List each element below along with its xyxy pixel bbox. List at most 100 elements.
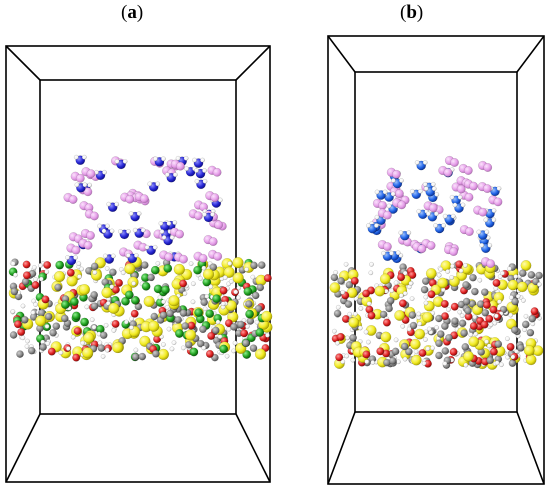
carbon-atom (517, 344, 525, 352)
carbon-atom (469, 273, 477, 282)
hydrogen-atom (161, 299, 166, 305)
sulfur-atom (148, 320, 160, 332)
polymer-slab-a (8, 256, 273, 362)
carbon-atom (333, 309, 342, 318)
hydrogen-atom (386, 203, 392, 209)
sulfur-atom (108, 302, 120, 314)
hydrogen-atom (400, 323, 406, 329)
hydrogen-atom (232, 340, 238, 346)
carbon-atom (254, 304, 263, 313)
hydrogen-atom (368, 270, 374, 276)
hydrogen-atom (425, 346, 431, 352)
hydrogen-atom (423, 300, 429, 306)
pink-molecule-atom (214, 220, 224, 230)
hydrogen-atom (200, 157, 205, 163)
hydrogen-atom (244, 323, 250, 329)
hydrogen-atom (352, 311, 358, 317)
hydrogen-atom (523, 313, 529, 319)
hydrogen-atom (87, 182, 93, 188)
hydrogen-atom (202, 306, 208, 312)
carbon-atom (211, 326, 220, 335)
oxygen-atom (13, 320, 22, 329)
hydrogen-atom (140, 227, 146, 233)
carbon-atom (409, 321, 418, 330)
carbon-atom (61, 314, 69, 323)
hydrogen-atom (414, 160, 420, 165)
hydrogen-atom (160, 342, 166, 347)
sulfur-atom (81, 347, 94, 359)
pink-molecule-atom (449, 247, 458, 257)
oxygen-atom (350, 276, 359, 285)
carbon-atom (49, 328, 57, 337)
hydrogen-atom (373, 223, 379, 229)
hydrogen-atom (402, 270, 408, 276)
sulfur-atom (329, 282, 341, 293)
pink-molecule-atom (86, 231, 95, 240)
pink-molecule-atom (86, 169, 96, 179)
hydrogen-atom (344, 353, 350, 359)
carbon-atom (230, 323, 238, 331)
hydrogen-atom (97, 223, 102, 229)
pink-molecule-atom (493, 197, 503, 207)
sulfur-atom (516, 281, 528, 293)
hydrogen-atom (409, 188, 415, 194)
carbon-atom (27, 346, 36, 355)
carbon-atom (511, 297, 519, 306)
hydrogen-atom (463, 362, 469, 368)
carbon-atom (90, 262, 99, 271)
hydrogen-atom (12, 272, 18, 278)
hydrogen-atom (65, 255, 70, 260)
hydrogen-atom (44, 323, 50, 329)
hydrogen-atom (188, 261, 194, 266)
hydrogen-atom (114, 201, 120, 207)
carbon-atom (179, 309, 188, 317)
chlorine-atom (72, 311, 81, 321)
carbon-atom (460, 329, 468, 337)
carbon-atom (526, 328, 535, 337)
oxygen-atom (72, 353, 81, 362)
chlorine-atom (174, 329, 184, 338)
hydrogen-atom (172, 172, 178, 178)
hydrogen-atom (45, 341, 51, 346)
carbon-atom (199, 325, 207, 334)
hydrogen-atom (97, 340, 103, 346)
sulfur-atom (173, 263, 185, 276)
carbon-atom (508, 359, 517, 368)
oxygen-atom (17, 328, 26, 337)
hydrogen-atom (446, 306, 451, 312)
hydrogen-atom (244, 266, 250, 272)
chlorine-atom (205, 309, 215, 319)
chlorine-atom (121, 296, 130, 306)
hydrogen-atom (82, 182, 88, 188)
hydrogen-atom (402, 356, 408, 362)
hydrogen-atom (102, 253, 108, 259)
carbon-atom (441, 347, 450, 355)
chlorine-atom (189, 347, 199, 357)
hydrogen-atom (442, 361, 448, 366)
chlorine-atom (124, 290, 134, 300)
hydrogen-atom (350, 357, 356, 363)
carbon-atom (159, 311, 168, 320)
chlorine-atom (61, 300, 70, 310)
chlorine-atom (163, 263, 173, 273)
hydrogen-atom (158, 220, 164, 226)
pink-molecule-atom (464, 192, 474, 202)
hydrogen-atom (406, 230, 412, 236)
hydrogen-atom (128, 325, 134, 330)
sulfur-atom (379, 273, 391, 285)
hydrogen-atom (152, 244, 158, 250)
sulfur-atom (523, 345, 535, 356)
hydrogen-atom (493, 313, 499, 319)
hydrogen-atom (109, 228, 115, 234)
hydrogen-atom (425, 211, 431, 217)
chlorine-atom (255, 328, 265, 337)
hydrogen-atom (416, 208, 422, 214)
hydrogen-atom (182, 290, 188, 296)
carbon-atom (385, 304, 393, 313)
carbon-atom (528, 314, 537, 323)
hydrogen-atom (74, 182, 80, 188)
oxygen-atom (114, 278, 123, 287)
sulfur-atom (410, 354, 422, 366)
oxygen-atom (376, 347, 385, 356)
hydrogen-atom (436, 272, 442, 278)
